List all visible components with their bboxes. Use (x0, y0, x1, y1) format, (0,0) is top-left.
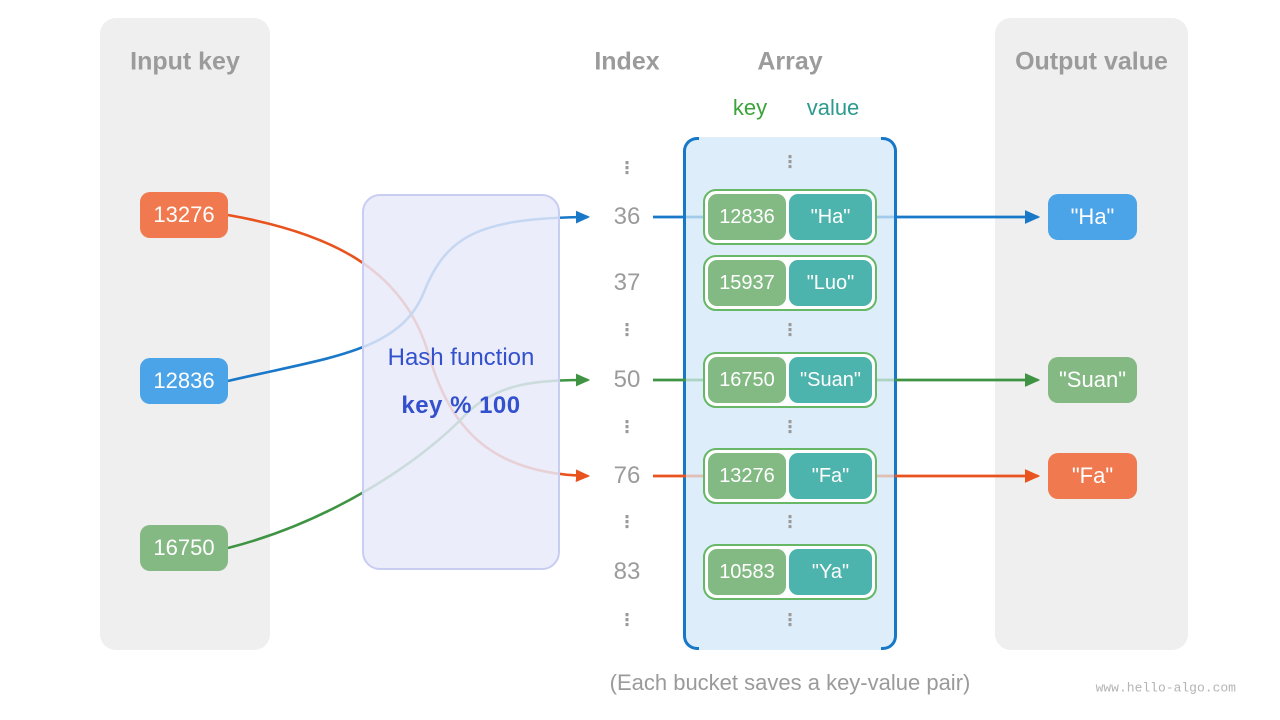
bucket-key: 15937 (708, 260, 786, 306)
output-value-box: "Fa" (1048, 453, 1137, 499)
index-value: 50 (613, 366, 641, 393)
output-value-box: "Suan" (1048, 357, 1137, 403)
input-key-box: 13276 (140, 192, 228, 238)
output-value-box: "Ha" (1048, 194, 1137, 240)
watermark: www.hello-algo.com (1095, 680, 1236, 696)
index-value: 36 (613, 203, 641, 230)
input-key-box: 16750 (140, 525, 228, 571)
array-ellipsis: ⋮ (781, 320, 799, 340)
key-column-header: key (732, 95, 768, 120)
bucket-value: "Ha" (789, 194, 872, 240)
bucket-pair: 15937 "Luo" (703, 255, 877, 311)
output-value-panel (995, 18, 1188, 650)
index-column-title: Index (594, 47, 660, 76)
array-ellipsis: ⋮ (781, 610, 799, 630)
bucket-key: 12836 (708, 194, 786, 240)
bucket-value: "Luo" (789, 260, 872, 306)
array-ellipsis: ⋮ (781, 152, 799, 172)
index-ellipsis: ⋮ (618, 610, 636, 630)
value-column-header: value (806, 95, 860, 120)
hash-function-formula: key % 100 (401, 392, 521, 419)
index-value: 37 (613, 269, 641, 296)
bucket-value: "Ya" (789, 549, 872, 595)
array-ellipsis: ⋮ (781, 417, 799, 437)
bucket-key: 13276 (708, 453, 786, 499)
index-ellipsis: ⋮ (618, 158, 636, 178)
bucket-pair: 10583 "Ya" (703, 544, 877, 600)
bucket-pair: 16750 "Suan" (703, 352, 877, 408)
bucket-key: 10583 (708, 549, 786, 595)
hash-function-label: Hash function (387, 344, 535, 371)
array-right-bracket (881, 137, 897, 650)
array-left-bracket (683, 137, 699, 650)
index-value: 76 (613, 462, 641, 489)
output-panel-title: Output value (1015, 47, 1168, 76)
bucket-value: "Fa" (789, 453, 872, 499)
bucket-pair: 13276 "Fa" (703, 448, 877, 504)
input-panel-title: Input key (130, 47, 240, 76)
bucket-key: 16750 (708, 357, 786, 403)
array-ellipsis: ⋮ (781, 512, 799, 532)
caption: (Each bucket saves a key-value pair) (609, 670, 971, 695)
bucket-value: "Suan" (789, 357, 872, 403)
index-ellipsis: ⋮ (618, 320, 636, 340)
bucket-pair: 12836 "Ha" (703, 189, 877, 245)
index-ellipsis: ⋮ (618, 512, 636, 532)
index-ellipsis: ⋮ (618, 417, 636, 437)
array-column-title: Array (757, 47, 823, 76)
input-key-box: 12836 (140, 358, 228, 404)
hash-function-box (362, 194, 560, 570)
index-value: 83 (613, 558, 641, 585)
